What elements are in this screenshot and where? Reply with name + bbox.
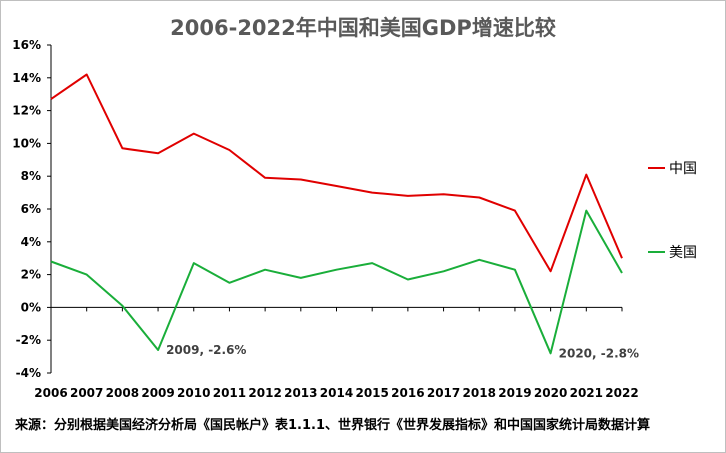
- x-tick-label: 2007: [70, 386, 103, 400]
- x-tick-label: 2014: [320, 386, 353, 400]
- y-tick-label: 12%: [12, 104, 41, 118]
- x-tick-label: 2016: [391, 386, 424, 400]
- x-tick-label: 2012: [248, 386, 281, 400]
- x-tick-label: 2009: [141, 386, 174, 400]
- x-tick-label: 2010: [177, 386, 210, 400]
- y-tick-label: 16%: [12, 38, 41, 52]
- chart-title: 2006-2022年中国和美国GDP增速比较: [170, 16, 556, 40]
- y-tick-label: 2%: [21, 268, 41, 282]
- x-tick-label: 2019: [498, 386, 531, 400]
- series-line-usa: [50, 209, 623, 355]
- x-tick-label: 2008: [106, 386, 139, 400]
- y-tick-label: 6%: [21, 202, 41, 216]
- x-tick-label: 2013: [284, 386, 317, 400]
- x-tick-labels: 2006 2007 2008 2009 2010 2011 2012 2013 2014 2015…: [34, 386, 638, 400]
- series-lines: [50, 73, 623, 355]
- y-tick-label: -4%: [16, 366, 41, 380]
- y-tick-label: 10%: [12, 136, 41, 150]
- x-tick-label: 2011: [213, 386, 246, 400]
- y-tick-label: 0%: [21, 300, 41, 314]
- y-tick-label: -2%: [16, 333, 41, 347]
- source-note: 来源：分别根据美国经济分析局《国民帐户》表1.1.1、世界银行《世界发展指标》和…: [15, 418, 651, 433]
- x-tick-label: 2020: [534, 386, 567, 400]
- x-tick-label: 2015: [355, 386, 388, 400]
- data-annotation: 2020, -2.8%: [559, 346, 639, 360]
- y-tick-label: 4%: [21, 235, 41, 249]
- x-tick-label: 2006: [34, 386, 67, 400]
- x-tick-label: 2017: [427, 386, 460, 400]
- y-tick-label: 14%: [12, 71, 41, 85]
- x-tick-label: 2018: [463, 386, 496, 400]
- legend-label: 中国: [669, 161, 697, 177]
- data-annotation: 2009, -2.6%: [166, 343, 246, 357]
- legend-label: 美国: [669, 245, 697, 261]
- annotations: 2009, -2.6% 2020, -2.8%: [166, 343, 639, 360]
- x-tick-label: 2021: [570, 386, 603, 400]
- x-tick-label: 2022: [605, 386, 638, 400]
- y-tick-labels: 16% 14% 12% 10% 8% 6% 4% 2% 0% -2% -4%: [12, 38, 41, 380]
- axes: [47, 44, 623, 374]
- series-line-china: [50, 73, 623, 273]
- y-tick-label: 8%: [21, 169, 41, 183]
